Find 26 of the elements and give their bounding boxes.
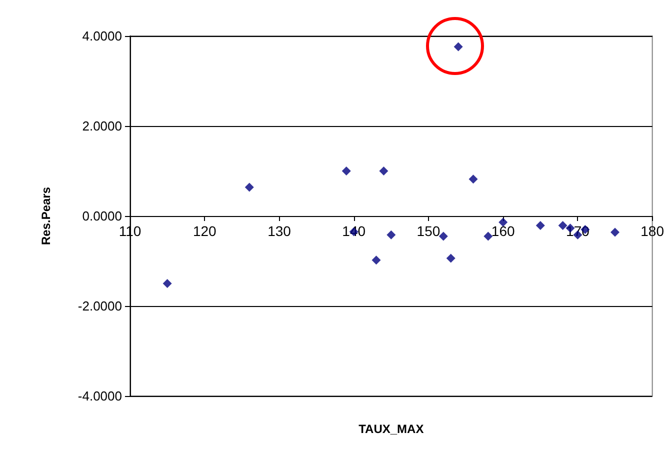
y-tick-label: 4.0000 xyxy=(82,28,122,44)
y-tick-label: -4.0000 xyxy=(78,388,122,404)
point xyxy=(454,42,463,52)
x-tick-label: 180 xyxy=(640,223,664,239)
point xyxy=(484,232,493,241)
point xyxy=(372,256,381,265)
point xyxy=(438,232,448,241)
point xyxy=(610,228,620,237)
point xyxy=(379,166,388,176)
x-tick-label: 120 xyxy=(192,223,217,239)
y-tick-label: 0.0000 xyxy=(82,208,122,224)
point xyxy=(162,279,172,288)
y-axis-title: Res.Pears xyxy=(39,186,53,246)
point xyxy=(468,174,478,184)
x-axis-title: TAUX_MAX xyxy=(358,422,424,436)
point xyxy=(386,230,396,240)
point xyxy=(342,166,351,176)
point xyxy=(558,220,568,230)
y-tick-label: -2.0000 xyxy=(78,298,122,314)
point xyxy=(244,182,254,192)
y-tick-label: 2.0000 xyxy=(82,118,122,134)
point xyxy=(446,254,456,263)
x-tick-label: 130 xyxy=(268,223,292,239)
point xyxy=(536,220,545,230)
x-tick-label: 160 xyxy=(491,223,515,239)
x-tick-label: 150 xyxy=(416,223,440,239)
